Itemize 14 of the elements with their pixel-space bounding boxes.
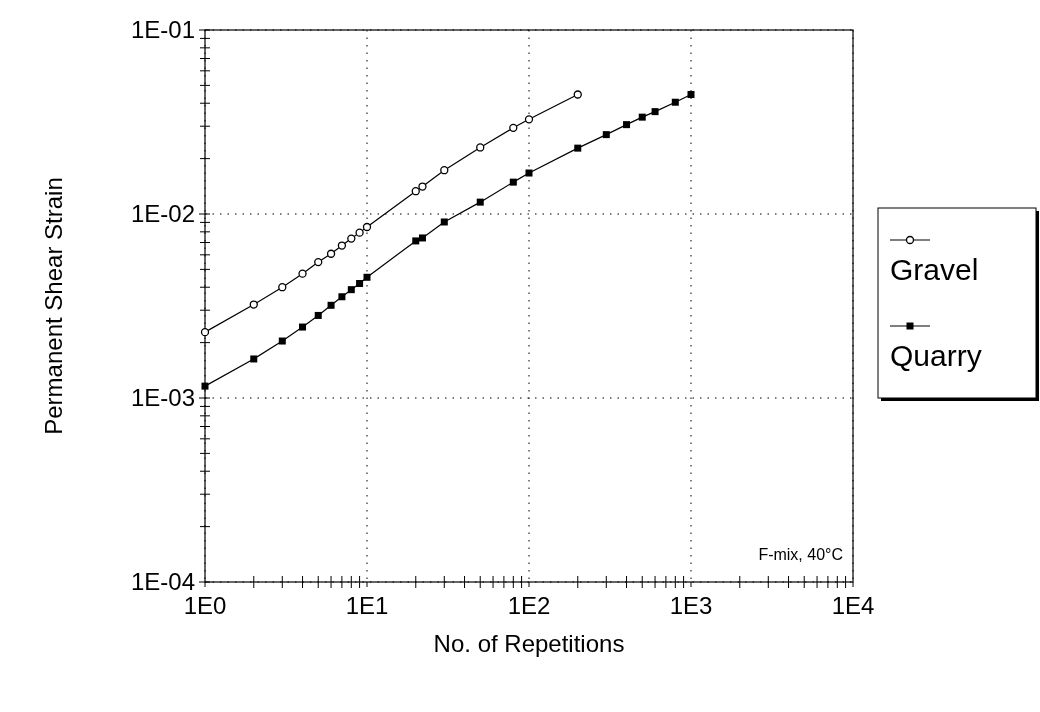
x-tick-label: 1E3: [669, 592, 713, 619]
x-tick-label: 1E4: [831, 592, 875, 619]
y-axis-title: Permanent Shear Strain: [40, 177, 67, 435]
y-tick-label: 1E-02: [130, 200, 195, 227]
annotation: F-mix, 40°C: [758, 546, 843, 563]
y-tick-label: 1E-01: [130, 16, 195, 43]
x-tick-label: 1E0: [183, 592, 227, 619]
x-tick-label: 1E2: [507, 592, 551, 619]
x-tick-label: 1E1: [345, 592, 389, 619]
legend-label: Quarry: [890, 339, 982, 372]
y-tick-label: 1E-03: [130, 384, 195, 411]
x-axis-title: No. of Repetitions: [433, 630, 625, 657]
y-tick-label: 1E-04: [130, 568, 195, 595]
legend-label: Gravel: [890, 253, 979, 286]
